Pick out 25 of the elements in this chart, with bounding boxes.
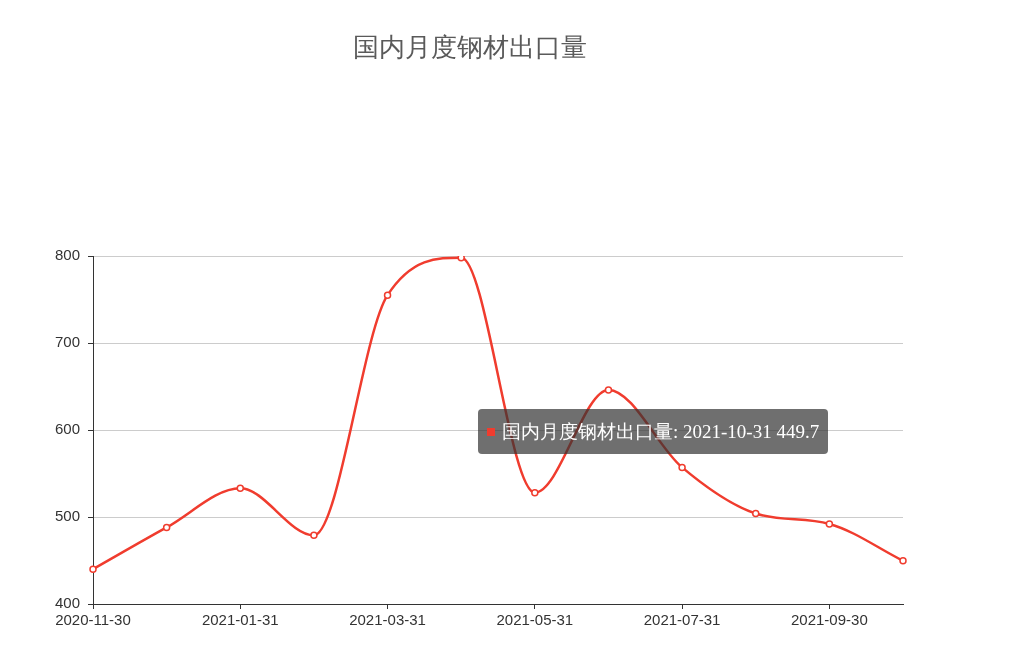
point (162, 523, 171, 532)
point (899, 557, 907, 565)
x-tick-label: 2021-05-31 (496, 611, 574, 629)
point (236, 484, 245, 493)
point (825, 520, 834, 528)
x-tick-label: 2021-09-30 (791, 611, 868, 629)
point (383, 291, 392, 299)
point (310, 531, 318, 540)
y-tick-label: 700 (54, 333, 80, 351)
point (678, 463, 686, 472)
y-tick-label: 600 (54, 420, 80, 438)
y-tick-label: 400 (54, 594, 80, 612)
chart-title: 国内月度钢材出口量 (353, 32, 587, 63)
x-tick-label: 2021-03-31 (349, 611, 426, 629)
x-tick-label: 2020-11-30 (55, 611, 131, 629)
y-tick-label: 500 (54, 507, 80, 525)
point (457, 256, 465, 262)
point (751, 509, 760, 518)
x-tick-label: 2021-01-31 (201, 611, 279, 629)
x-tick-label: 2021-07-31 (643, 611, 721, 629)
point (89, 565, 97, 573)
point (604, 386, 613, 394)
point (531, 488, 539, 497)
annotation: 国内月度钢材出口量: 2021-10-31 449.7 (478, 409, 829, 454)
y-tick-label: 800 (54, 246, 80, 264)
